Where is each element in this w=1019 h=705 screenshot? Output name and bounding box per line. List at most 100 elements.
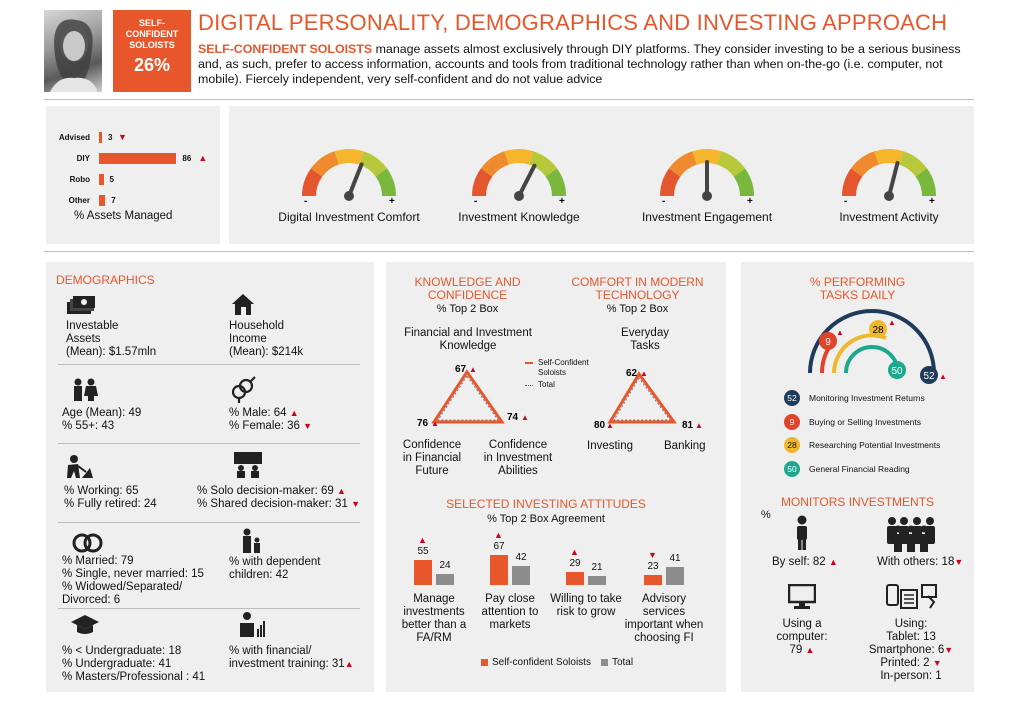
attitude-label: Pay close attention to markets <box>481 593 539 631</box>
svg-text:▲: ▲ <box>640 369 648 378</box>
male-pct: % Male: 64 <box>229 407 287 419</box>
assets-line2: Assets <box>66 333 101 345</box>
assets-caption: % Assets Managed <box>74 210 173 222</box>
using-label: Using: <box>894 618 928 630</box>
solo-decision: % Solo decision-maker: 69 <box>197 485 334 497</box>
knowledge-sub: % Top 2 Box <box>436 303 499 315</box>
comfort-top-l2: Tasks <box>630 340 660 352</box>
gauges-row: - + Digital Investment Comfort - + Investment… <box>229 106 974 244</box>
gauge: - + Investment Engagement <box>642 142 772 232</box>
divorced-pct: Divorced: 6 <box>62 594 121 606</box>
down-arrow-icon: ▼ <box>954 557 964 567</box>
money-icon <box>66 296 96 319</box>
training-icon <box>238 611 268 640</box>
rings-icon <box>72 530 104 557</box>
decision-block: % Solo decision-maker: 69 ▲ % Shared dec… <box>197 485 360 511</box>
worker-icon <box>64 454 94 483</box>
legend-total: Total <box>538 380 555 389</box>
legend-segment-l2: Soloists <box>538 368 567 377</box>
asset-bar <box>99 132 102 143</box>
asset-label: Advised <box>58 133 90 142</box>
income-line3: (Mean): $214k <box>229 346 304 358</box>
asset-value: 3 <box>108 133 113 142</box>
working-pct: % Working: 65 <box>64 485 139 497</box>
svg-text:▲: ▲ <box>888 318 896 327</box>
total-value: 21 <box>591 561 603 573</box>
smartphone-value: Smartphone: 6 <box>868 644 945 656</box>
gender-icon <box>229 376 257 407</box>
knowledge-radar: 67 ▲ 76 ▲ 74 ▲ <box>412 362 532 435</box>
attitudes-legend: Self-confident Soloists Total <box>481 657 633 668</box>
attitudes-chart: 55 ▲ 24 Manage investments better than a FA/RM… <box>386 525 726 645</box>
person-icon <box>794 515 810 554</box>
svg-text:-: - <box>474 196 477 204</box>
up-arrow-icon: ▲ <box>828 557 838 567</box>
decision-icon <box>234 452 264 481</box>
printed-value: Printed: 2 <box>880 657 930 669</box>
svg-text:-: - <box>662 196 665 204</box>
badge-line1: SELF- <box>139 18 165 28</box>
down-arrow-icon: ▼ <box>944 645 954 655</box>
asset-label: Robo <box>69 175 90 184</box>
comfort-left-label: Investing <box>587 440 634 452</box>
task-badge: 28 <box>784 437 800 453</box>
gauge: - + Investment Knowledge <box>458 142 580 232</box>
total-value: 41 <box>669 552 681 564</box>
svg-text:28: 28 <box>872 325 884 336</box>
svg-text:+: + <box>929 196 935 204</box>
knowledge-left-l1: Confidence <box>402 439 462 451</box>
computer-l2: computer: <box>776 631 828 643</box>
svg-text:+: + <box>389 196 395 204</box>
knowledge-title: KNOWLEDGE AND CONFIDENCE <box>400 276 535 302</box>
assets-line1: Investable <box>66 320 119 332</box>
married-pct: % Married: 79 <box>62 555 134 567</box>
seg-value: 23 <box>647 560 659 572</box>
up-arrow-icon: ▲ <box>337 486 346 496</box>
comfort-top-label: Everyday Tasks <box>610 327 680 353</box>
tasks-arc-chart: 9 28 50 52 ▲ ▲ ▲ <box>800 305 950 388</box>
work-block: % Working: 65 % Fully retired: 24 <box>64 485 157 511</box>
attitude-label: Willing to take risk to grow <box>550 593 622 618</box>
asset-label: Other <box>68 196 90 205</box>
radar-legend: Self-Confident Soloists Total <box>525 358 589 390</box>
computer-l3: 79 <box>789 644 803 656</box>
badge-percent: 26% <box>133 55 171 75</box>
svg-text:50: 50 <box>891 366 903 377</box>
task-label: Researching Potential Investments <box>809 440 941 450</box>
comfort-right-value: 81 <box>682 420 694 428</box>
asset-row: Other 7 <box>46 195 220 207</box>
masters-pct: % Masters/Professional : 41 <box>62 671 206 683</box>
training-block: % with financial/ investment training: 3… <box>229 645 354 671</box>
by-self: By self: 82 ▲ <box>772 556 838 569</box>
seg-value: 67 <box>493 540 505 552</box>
attitudes-sub: % Top 2 Box Agreement <box>487 513 605 525</box>
task-item: 52 Monitoring Investment Returns <box>784 390 925 406</box>
seg-bar <box>414 560 432 585</box>
computer-icon <box>787 583 817 613</box>
svg-text:▲: ▲ <box>431 419 439 428</box>
task-label: General Financial Reading <box>809 463 910 474</box>
task-item: 50 General Financial Reading <box>784 460 910 477</box>
knowledge-right-l3: Abilities <box>498 465 538 477</box>
svg-text:▲: ▲ <box>695 421 703 428</box>
total-bar <box>588 575 606 585</box>
widowed-pct: % Widowed/Separated/ <box>62 581 183 593</box>
in-person-value: In-person: 1 <box>880 670 942 682</box>
gauge-label: Investment Activity <box>839 210 939 224</box>
comfort-radar: 62 ▲ 80 ▲ 81 ▲ <box>594 366 714 431</box>
task-item: 9 Buying or Selling Investments <box>784 413 921 430</box>
total-bar <box>666 566 684 585</box>
training-line2: investment training: 31 <box>229 658 345 670</box>
with-others: With others: 18▼ <box>877 556 963 569</box>
training-line1: % with financial/ <box>229 645 312 657</box>
badge-line2: CONFIDENT <box>125 29 179 39</box>
assets-managed-panel <box>46 106 220 244</box>
svg-text:▲: ▲ <box>469 365 477 374</box>
single-pct: % Single, never married: 15 <box>62 568 204 580</box>
devices-block: Using: Tablet: 13 Smartphone: 6▼ Printed… <box>856 618 966 683</box>
asset-bar <box>99 174 104 185</box>
up-arrow-icon: ▲ <box>344 659 354 669</box>
up-arrow-icon: ▲ <box>494 529 503 540</box>
income-line2: Income <box>229 333 267 345</box>
knowledge-title-l2: CONFIDENCE <box>427 288 508 302</box>
